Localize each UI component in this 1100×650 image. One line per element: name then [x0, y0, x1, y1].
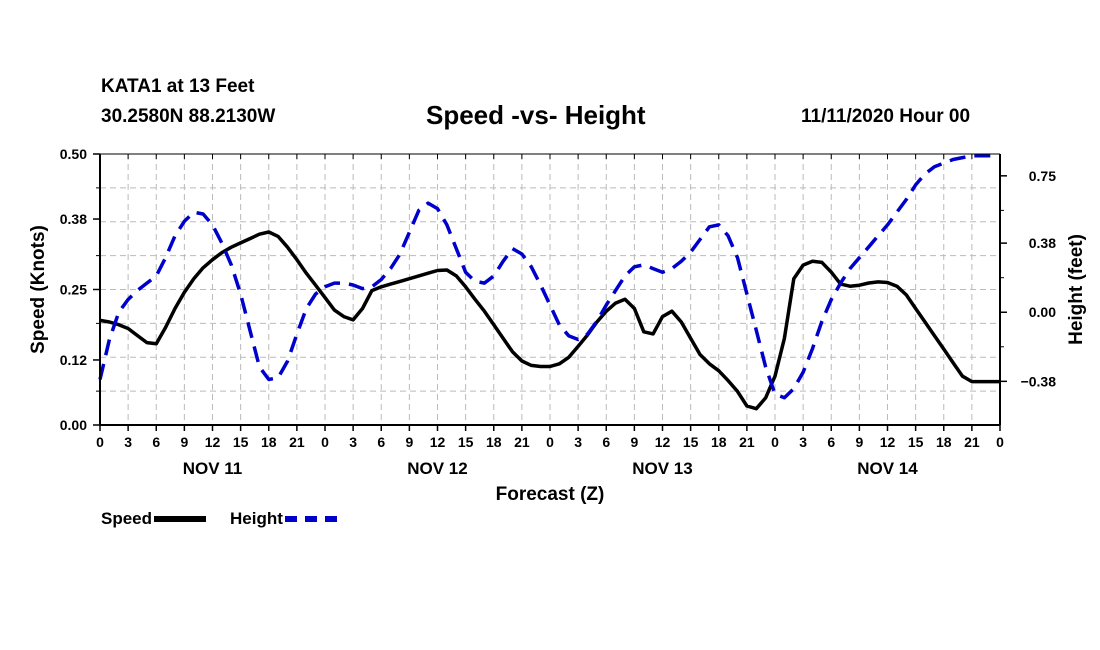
date-label: NOV 14: [857, 459, 918, 478]
x-tick-label: 3: [349, 434, 357, 450]
axis-labels: 0 3 6 9 12 15 18 21 0 3 6 9 12 15 18 21 0 3 6 9 12 15 18 21 0 3 6 9…: [28, 146, 1087, 505]
speed-series-line: [99, 230, 1000, 411]
x-tick-label: 18: [711, 434, 727, 450]
date-label: NOV 12: [407, 459, 467, 478]
x-tick-label: 21: [514, 434, 530, 450]
height-series-line: [98, 154, 1000, 400]
x-tick-label: 6: [827, 434, 835, 450]
date-label: NOV 13: [632, 459, 692, 478]
x-tick-label: 18: [261, 434, 277, 450]
x-tick-label: 0: [546, 434, 554, 450]
legend-speed: Speed: [101, 509, 207, 529]
x-tick-label: 3: [799, 434, 807, 450]
location-label: 30.2580N 88.2130W: [101, 106, 276, 127]
run-time-label: 11/11/2020 Hour 00: [801, 106, 971, 127]
chart-title: Speed -vs- Height: [426, 100, 646, 130]
x-tick-label: 0: [771, 434, 779, 450]
y-left-tick-label: 0.38: [60, 211, 87, 227]
x-tick-label: 12: [880, 434, 896, 450]
legend-speed-swatch: [154, 516, 207, 522]
y-left-tick-label: 0.00: [60, 417, 87, 433]
x-tick-label: 15: [908, 434, 924, 450]
y-right-tick-label: 0.75: [1029, 168, 1056, 184]
y-left-tick-label: 0.25: [60, 282, 87, 298]
x-tick-label: 0: [96, 434, 104, 450]
station-label: KATA1 at 13 Feet: [101, 76, 255, 97]
x-tick-label: 3: [574, 434, 582, 450]
x-tick-label: 6: [602, 434, 610, 450]
legend-height: Height: [230, 509, 337, 529]
legend-height-swatch: [284, 516, 337, 522]
x-axis-title: Forecast (Z): [496, 484, 605, 505]
x-tick-label: 0: [996, 434, 1004, 450]
y-right-axis-title: Height (feet): [1066, 234, 1087, 345]
series-layer: [98, 154, 1000, 411]
x-tick-label: 21: [739, 434, 755, 450]
y-left-axis-title: Speed (Knots): [28, 225, 49, 354]
x-tick-label: 9: [630, 434, 638, 450]
x-tick-label: 18: [486, 434, 502, 450]
legend-speed-label: Speed: [101, 509, 153, 528]
x-tick-label: 21: [289, 434, 305, 450]
y-left-tick-label: 0.50: [60, 146, 87, 162]
x-tick-label: 15: [458, 434, 474, 450]
x-tick-label: 12: [655, 434, 671, 450]
x-tick-label: 3: [124, 434, 132, 450]
x-tick-label: 15: [233, 434, 249, 450]
x-tick-label: 9: [855, 434, 863, 450]
y-right-tick-label: 0.38: [1029, 235, 1056, 251]
x-tick-label: 9: [180, 434, 188, 450]
x-tick-label: 15: [683, 434, 699, 450]
x-tick-label: 12: [205, 434, 221, 450]
x-tick-label: 12: [430, 434, 446, 450]
y-right-tick-label: −0.38: [1021, 373, 1057, 389]
grid: [100, 154, 1000, 425]
x-tick-label: 21: [964, 434, 980, 450]
x-tick-label: 9: [405, 434, 413, 450]
x-tick-label: 6: [152, 434, 160, 450]
date-label: NOV 11: [183, 459, 243, 478]
x-tick-label: 6: [377, 434, 385, 450]
y-left-tick-label: 0.12: [60, 352, 87, 368]
y-right-tick-label: 0.00: [1029, 304, 1056, 320]
legend-height-label: Height: [230, 509, 283, 528]
x-tick-label: 0: [321, 434, 329, 450]
axes: [93, 153, 1007, 431]
x-tick-label: 18: [936, 434, 952, 450]
